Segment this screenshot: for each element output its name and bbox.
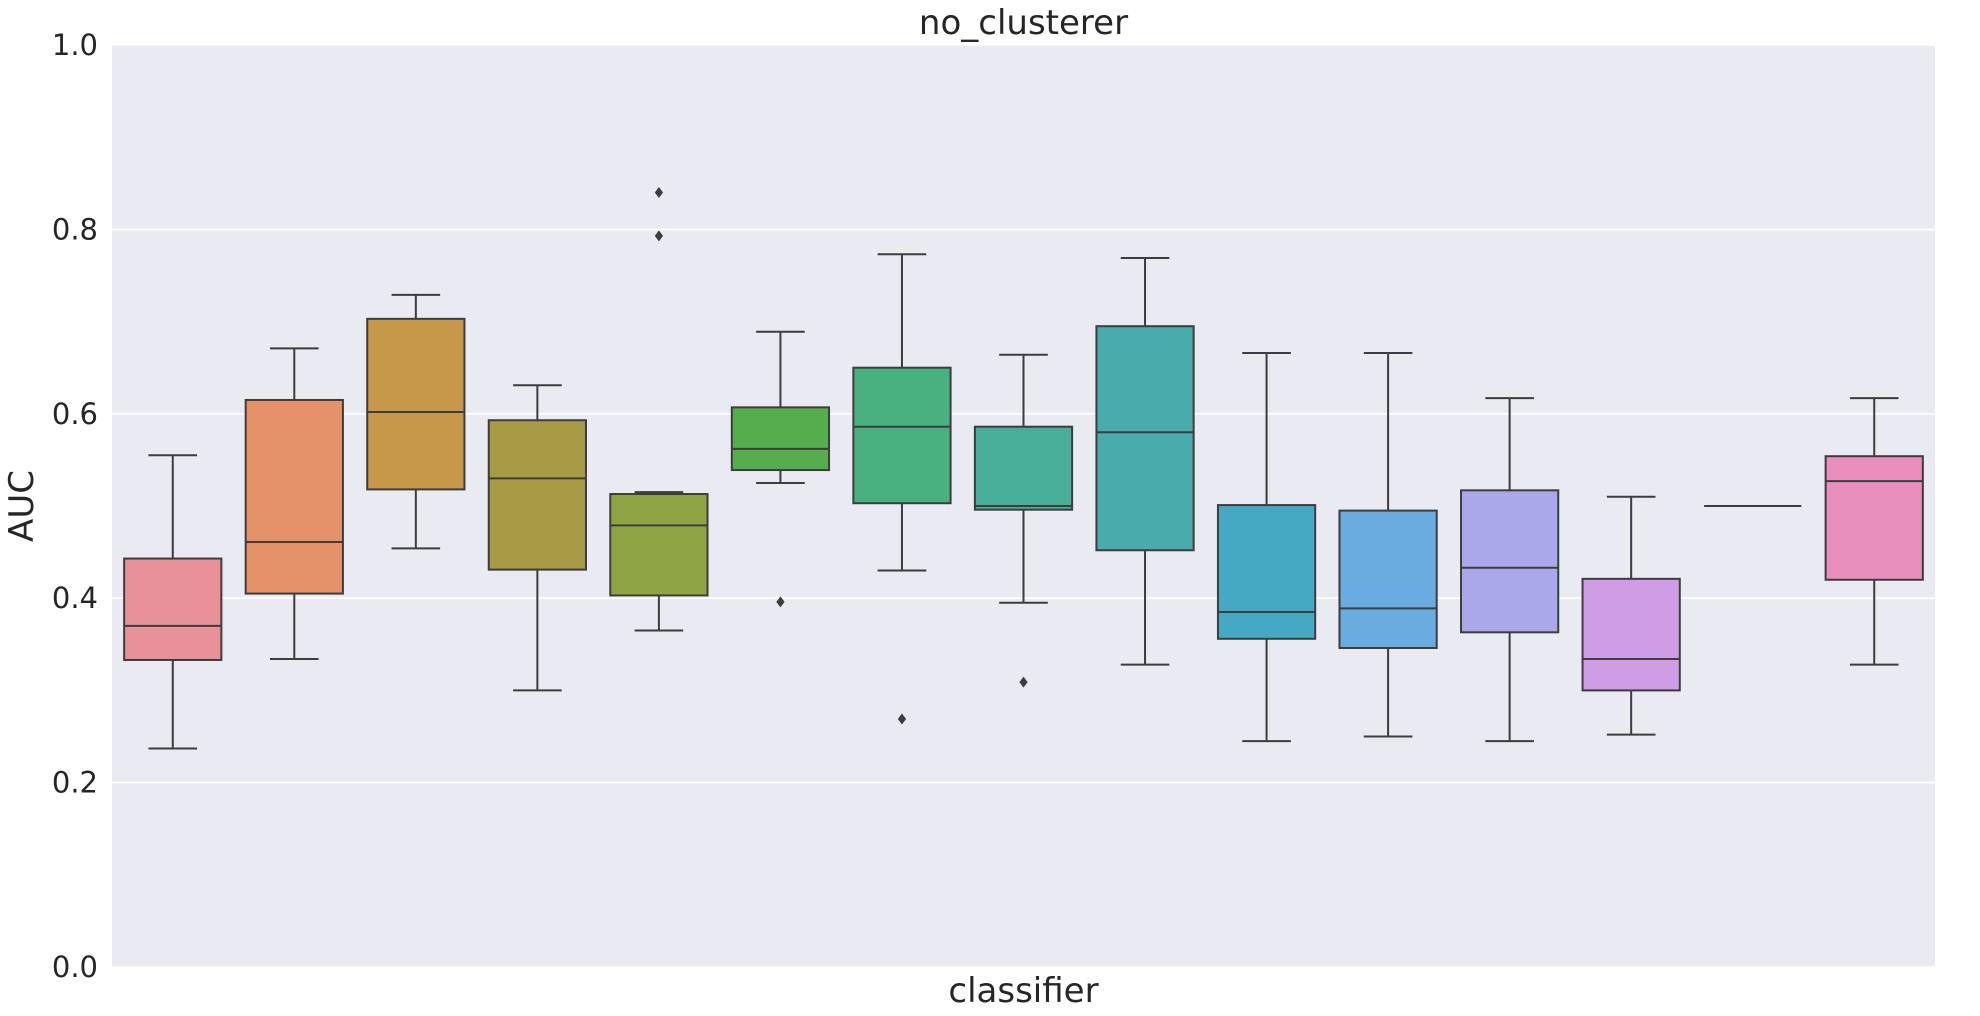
box (1338, 509, 1438, 649)
x-axis-title: classifier (948, 971, 1098, 1011)
box (487, 419, 587, 571)
box (1216, 504, 1317, 640)
outlier-point (654, 230, 664, 242)
box (366, 317, 466, 491)
box (730, 406, 831, 472)
box-group (244, 347, 344, 661)
box (123, 557, 223, 661)
y-axis-title: AUC (2, 470, 42, 542)
box-group (852, 253, 952, 725)
box-group (730, 330, 831, 608)
box (1095, 325, 1195, 552)
box (609, 493, 709, 597)
box-group (609, 187, 709, 632)
y-tick-label: 0.4 (52, 581, 98, 615)
box (244, 398, 344, 595)
outlier-point (1019, 676, 1028, 688)
boxes (123, 187, 1924, 750)
box-group (487, 384, 587, 692)
box-group (1216, 351, 1317, 743)
box-group (1460, 397, 1560, 743)
box-group (1095, 256, 1195, 666)
box (1824, 455, 1924, 581)
box-group (366, 293, 466, 550)
box-group (973, 353, 1074, 688)
box-group (123, 454, 223, 750)
box (973, 425, 1074, 511)
box-group (1824, 397, 1924, 666)
y-tick-label: 0.8 (52, 212, 98, 246)
y-tick-label: 0.6 (52, 397, 98, 431)
outlier-point (654, 187, 664, 199)
box (1581, 577, 1681, 692)
outlier-point (776, 596, 785, 608)
y-tick-label: 0.0 (52, 950, 98, 984)
box-group (1338, 351, 1438, 738)
box-group (1581, 495, 1681, 736)
box (1460, 489, 1560, 634)
y-tick-label: 1.0 (52, 28, 98, 62)
chart-title: no_clusterer (919, 3, 1128, 43)
box (852, 366, 952, 505)
outlier-point (897, 713, 907, 725)
y-tick-label: 0.2 (52, 766, 98, 800)
y-tick-labels: 0.0 0.2 0.4 0.6 0.8 1.0 (52, 28, 98, 984)
